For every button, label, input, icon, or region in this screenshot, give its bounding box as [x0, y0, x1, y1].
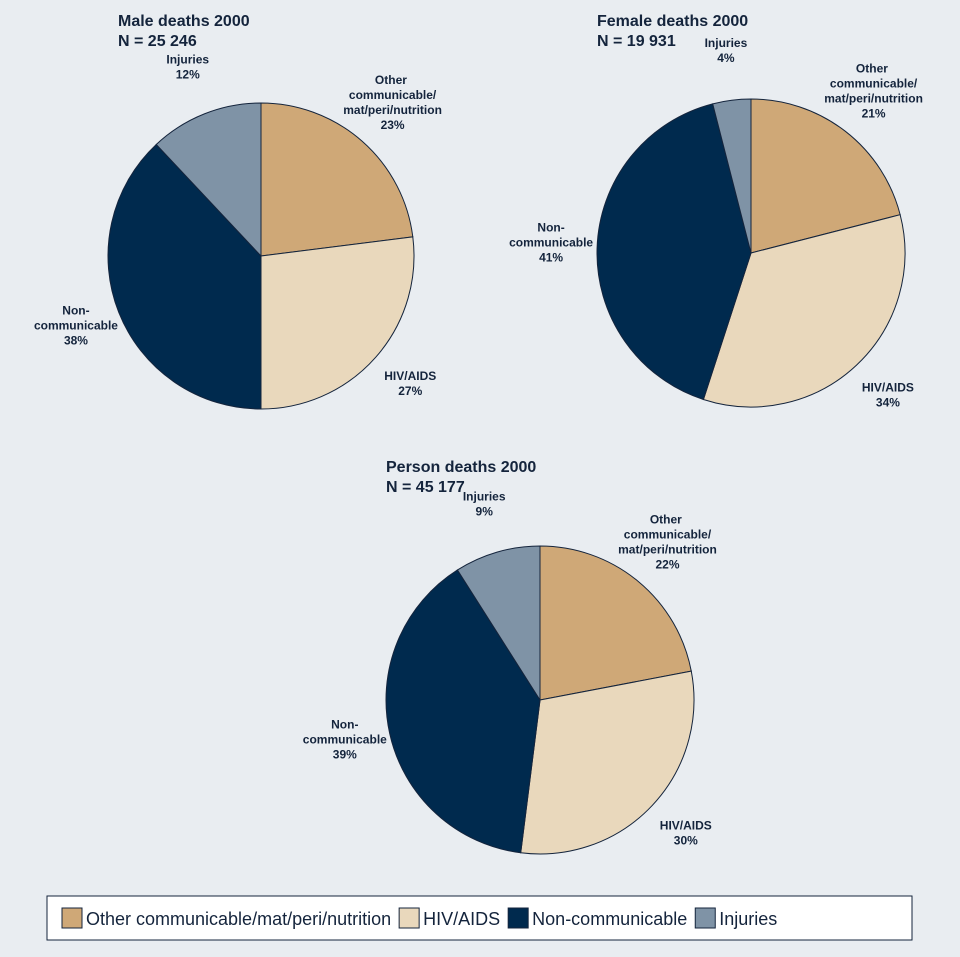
pie-slice [260, 102, 414, 257]
legend-label: Other communicable/mat/peri/nutrition [86, 909, 391, 929]
slice-value-label: 23% [381, 118, 405, 132]
slice-value-label: 22% [655, 557, 679, 571]
pie-slice [596, 103, 752, 401]
pie-slice [385, 569, 541, 854]
pie-slice [107, 143, 262, 410]
legend-box [46, 895, 913, 941]
pie-slice [702, 214, 906, 408]
legend-swatch [61, 907, 83, 929]
slice-value-label: 34% [876, 395, 900, 409]
slice-value-label: 39% [333, 748, 357, 762]
legend-label: HIV/AIDS [423, 909, 500, 929]
chart-title: Female deaths 2000 [597, 13, 748, 30]
slice-label: Non-communicable [509, 221, 593, 250]
chart-title: Person deaths 2000 [386, 459, 536, 476]
slice-label: Other communicable/mat/peri/nutrition [343, 73, 442, 117]
pie-slice [520, 670, 695, 855]
pie-slice [750, 98, 901, 254]
slice-label: Non-communicable [34, 303, 118, 332]
slice-value-label: 27% [398, 384, 422, 398]
slice-label: Injuries [166, 52, 209, 66]
pie-slice [456, 545, 541, 702]
legend-swatch [398, 907, 420, 929]
slice-label: Injuries [705, 36, 748, 50]
pie-slice [539, 545, 692, 701]
slice-value-label: 30% [674, 833, 698, 847]
legend-swatch [694, 907, 716, 929]
slice-value-label: 9% [476, 504, 494, 518]
legend-swatch [507, 907, 529, 929]
chart-subtitle: N = 45 177 [386, 479, 465, 496]
chart-title: Male deaths 2000 [118, 13, 250, 30]
slice-label: HIV/AIDS [660, 818, 712, 832]
slice-label: Other communicable/mat/peri/nutrition [618, 512, 717, 556]
legend-label: Non-communicable [532, 909, 687, 929]
slice-label: HIV/AIDS [862, 380, 914, 394]
slice-label: Injuries [463, 489, 506, 503]
slice-label: Non-communicable [303, 718, 387, 747]
slice-value-label: 12% [176, 67, 200, 81]
chart-subtitle: N = 19 931 [597, 33, 676, 50]
slice-value-label: 4% [717, 51, 735, 65]
pie-slice [155, 102, 262, 258]
legend-label: Injuries [719, 909, 777, 929]
pie-slice [712, 98, 752, 254]
slice-value-label: 21% [862, 106, 886, 120]
slice-label: Other communicable/mat/peri/nutrition [824, 61, 923, 105]
slice-value-label: 38% [64, 333, 88, 347]
slice-label: HIV/AIDS [384, 369, 436, 383]
pie-slice [260, 236, 415, 410]
slice-value-label: 41% [539, 251, 563, 265]
chart-subtitle: N = 25 246 [118, 33, 197, 50]
